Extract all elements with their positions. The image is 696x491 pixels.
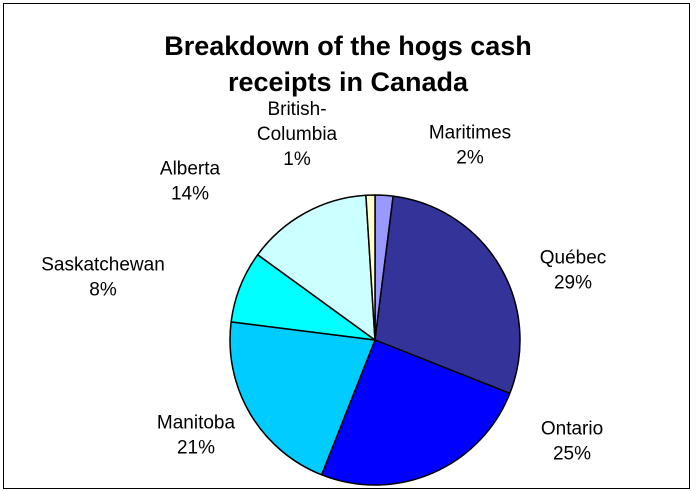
- pie-slice-alberta: [256, 194, 376, 341]
- pie-slice-qu-bec: [374, 195, 521, 395]
- slice-category-label: Ontario: [541, 419, 603, 440]
- slice-percent-label: 25%: [553, 444, 591, 465]
- slice-percent-label: 29%: [554, 273, 592, 294]
- slice-label-group: British- Columbia 1%: [257, 99, 338, 170]
- slice-label-group: Alberta 14%: [160, 159, 221, 205]
- slice-percent-label: 2%: [456, 148, 484, 169]
- slice-category-label: Manitoba: [157, 413, 236, 434]
- pie-slice-ontario: [320, 339, 511, 486]
- pie-slices: [229, 194, 521, 486]
- slice-percent-label: 8%: [89, 280, 117, 301]
- slice-label-group: Manitoba 21%: [157, 413, 236, 459]
- chart-title: Breakdown of the hogs cash receipts in C…: [0, 28, 696, 100]
- chart-title-line-1: Breakdown of the hogs cash: [164, 31, 532, 61]
- pie-slice-manitoba: [229, 321, 376, 476]
- slice-label-group: Saskatchewan 8%: [41, 255, 165, 301]
- slice-category-label: Saskatchewan: [41, 255, 165, 276]
- pie-labels: Maritimes 2% Québec 29% Ontario 25% Manitoba 21…: [41, 99, 606, 465]
- slice-percent-label: 1%: [283, 149, 311, 170]
- slice-percent-label: 21%: [177, 438, 215, 459]
- slice-category-label: Maritimes: [429, 123, 511, 144]
- slice-category-label: British-: [267, 99, 326, 120]
- chart-title-line-2: receipts in Canada: [227, 67, 469, 97]
- slice-category-label: Alberta: [160, 159, 221, 180]
- slice-label-group: Québec 29%: [540, 248, 607, 294]
- slice-category-label: Québec: [540, 248, 607, 269]
- slice-label-group: Ontario 25%: [541, 419, 603, 465]
- slice-category-label: Columbia: [257, 124, 338, 145]
- slice-percent-label: 14%: [171, 184, 209, 205]
- slice-label-group: Maritimes 2%: [429, 123, 511, 169]
- pie-slice-british-columbia: [365, 194, 376, 341]
